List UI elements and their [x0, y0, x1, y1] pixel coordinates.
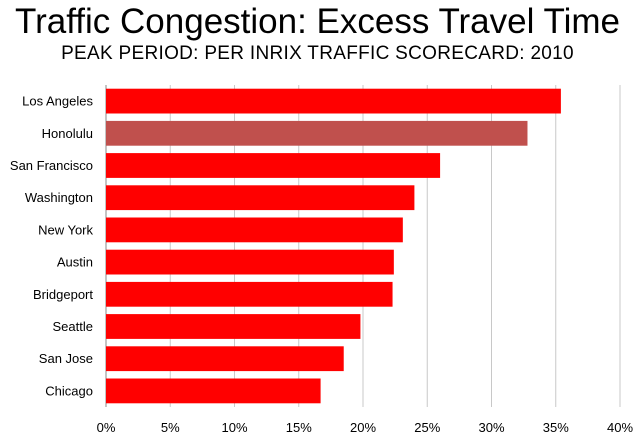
- category-label: Washington: [25, 190, 93, 205]
- category-label: San Jose: [39, 351, 93, 366]
- category-label: Austin: [57, 255, 93, 270]
- chart-title: Traffic Congestion: Excess Travel Time: [15, 2, 620, 41]
- bar: [106, 314, 361, 339]
- category-label: Seattle: [53, 319, 93, 334]
- bar: [106, 153, 441, 178]
- x-tick-label: 15%: [286, 420, 312, 435]
- x-tick-label: 35%: [543, 420, 569, 435]
- bar: [106, 281, 393, 307]
- x-tick-label: 20%: [350, 420, 376, 435]
- x-tick-label: 10%: [221, 420, 247, 435]
- category-label: Los Angeles: [22, 94, 93, 109]
- chart-subtitle: PEAK PERIOD: PER INRIX TRAFFIC SCORECARD…: [61, 43, 574, 64]
- category-label: New York: [38, 222, 93, 237]
- bar: [106, 217, 403, 243]
- x-tick-label: 5%: [161, 420, 180, 435]
- x-tick-label: 25%: [414, 420, 440, 435]
- x-tick-label: 30%: [478, 420, 504, 435]
- category-label: Honolulu: [42, 126, 93, 141]
- bar: [106, 346, 344, 372]
- x-tick-label: 40%: [607, 420, 633, 435]
- bar: [106, 120, 528, 146]
- bar: [106, 88, 561, 114]
- category-label: San Francisco: [10, 158, 93, 173]
- category-label: Bridgeport: [33, 287, 93, 302]
- category-label: Chicago: [45, 383, 93, 398]
- bar: [106, 249, 394, 275]
- bar: [106, 378, 321, 404]
- x-tick-label: 0%: [97, 420, 116, 435]
- bar: [106, 185, 415, 211]
